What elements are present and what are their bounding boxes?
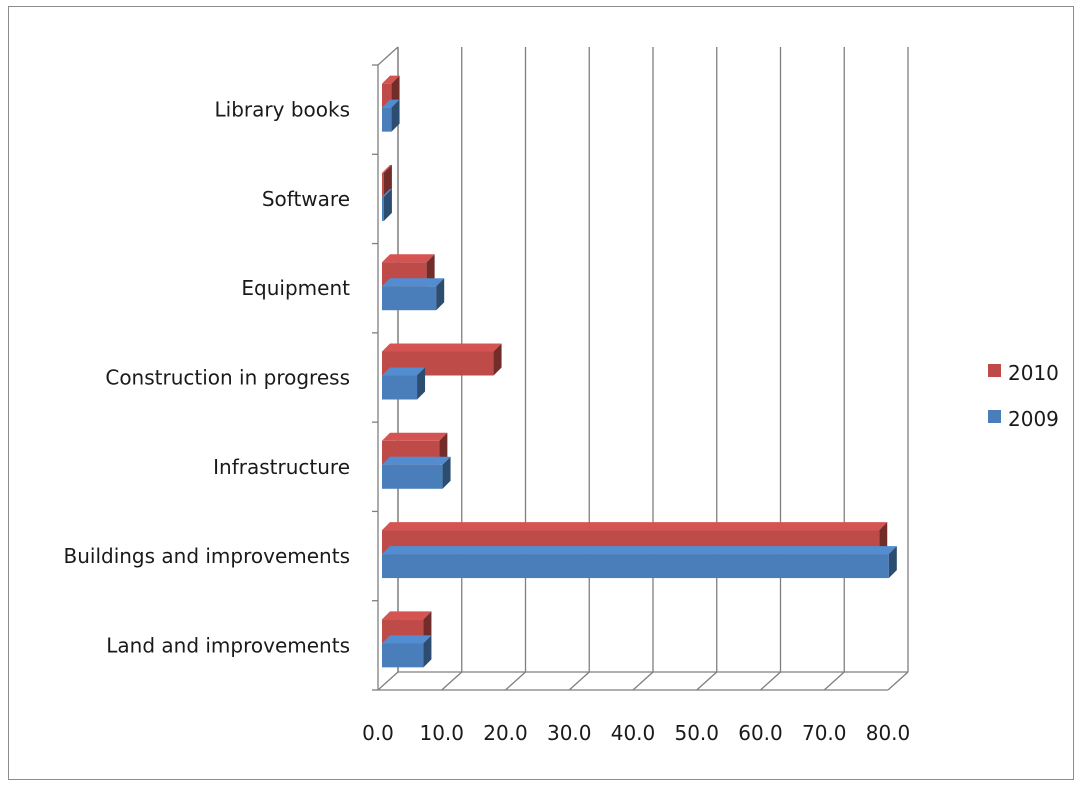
legend-swatch-2010 (988, 364, 1001, 377)
bar-top-face (382, 164, 392, 173)
bar-top-face (382, 522, 888, 531)
bar-2009-software (382, 188, 392, 221)
legend: 2010 2009 (988, 361, 1059, 431)
legend-label-2010: 2010 (1008, 361, 1059, 385)
x-tick-label: 40.0 (611, 721, 656, 745)
bar-front-face (382, 83, 392, 108)
bar-side-face (383, 188, 392, 221)
floor-gridline (696, 671, 718, 691)
x-tick-label: 10.0 (419, 721, 464, 745)
bar-top-face (382, 99, 400, 108)
bar-top-face (382, 635, 432, 644)
legend-label-2009: 2009 (1008, 407, 1059, 431)
bar-top-face (382, 611, 432, 620)
floor-gridline (760, 671, 781, 691)
bar-top-face (382, 432, 448, 441)
bar-front-face (382, 172, 384, 197)
floor-gridline (377, 671, 399, 691)
bar-top-face (382, 75, 400, 84)
bar-front-face (382, 643, 424, 668)
x-tick-label: 30.0 (547, 721, 592, 745)
bar-front-face (382, 286, 437, 311)
bar-front-face (382, 196, 384, 221)
bar-side-face (493, 343, 502, 376)
bar-2009-buildings-and-improvements (382, 546, 897, 579)
x-tick-label: 80.0 (866, 721, 911, 745)
floor-gridline (505, 671, 526, 691)
chart-frame (8, 6, 1074, 780)
x-tick-label: 50.0 (674, 721, 719, 745)
bar-top-face (382, 343, 502, 352)
bar-top-face (382, 278, 445, 287)
bar-2010-software (382, 164, 392, 197)
bar-side-face (391, 99, 400, 132)
bar-side-face (442, 456, 451, 489)
bar-2009-land-and-improvements (382, 635, 432, 668)
x-tick-label: 20.0 (483, 721, 528, 745)
labels: 0.0 10.0 20.0 30.0 40.0 50.0 60.0 70.0 80.0 Land … (63, 98, 910, 745)
category-label: Software (262, 187, 350, 211)
x-tick-label: 70.0 (802, 721, 847, 745)
bar-2009-infrastructure (382, 456, 451, 489)
category-label: Library books (215, 98, 350, 122)
bar-front-face (382, 554, 889, 579)
category-label: Construction in progress (105, 366, 350, 390)
bar-top-face (382, 254, 435, 263)
legend-swatch-2009 (988, 410, 1001, 423)
bar-side-face (383, 164, 392, 197)
bar-side-face (423, 635, 432, 668)
floor-gridline (568, 671, 590, 691)
bar-side-face (417, 367, 426, 400)
bar-2009-construction-in-progress (382, 367, 426, 400)
category-label: Buildings and improvements (63, 544, 350, 568)
bar-side-face (436, 278, 445, 311)
bar-front-face (382, 107, 392, 132)
floor-gridline (823, 671, 845, 691)
floor-gridline (632, 671, 654, 691)
bar-2009-equipment (382, 278, 445, 311)
x-tick-label: 0.0 (362, 721, 394, 745)
bar-front-face (382, 375, 418, 400)
bar-2009-library-books (382, 99, 400, 132)
bar-side-face (888, 546, 897, 579)
bar-front-face (382, 464, 443, 489)
category-label: Equipment (241, 276, 350, 300)
x-tick-label: 60.0 (738, 721, 783, 745)
bars (382, 75, 897, 668)
bar-top-face (382, 188, 392, 197)
bar-top-face (382, 456, 451, 465)
floor-gridline (887, 671, 909, 691)
bar-top-face (382, 367, 426, 376)
category-label: Land and improvements (106, 633, 350, 657)
floor-gridline (441, 671, 463, 691)
bar-top-face (382, 546, 897, 555)
category-label: Infrastructure (213, 455, 350, 479)
